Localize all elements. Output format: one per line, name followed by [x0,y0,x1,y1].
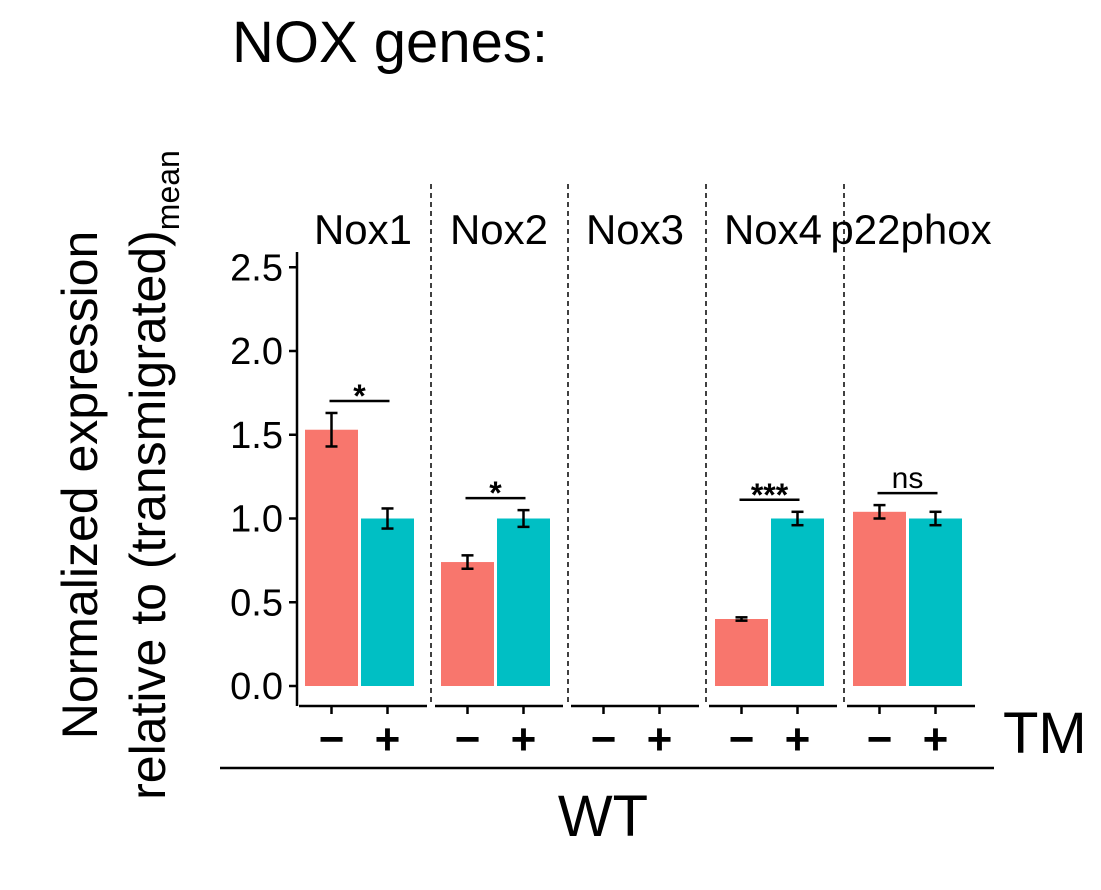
bar [771,518,824,686]
bar [305,429,358,686]
panel-label: Nox4 [724,206,822,253]
y-tick-label: 1.0 [230,499,283,541]
x-tick-label: − [455,715,481,764]
significance-label: * [353,378,366,414]
y-tick-label: 0.0 [230,666,283,708]
panel-label: p22phox [830,206,991,253]
bar [441,562,494,686]
x-tick-label: + [511,715,537,764]
x-axis-title-tm: TM [1003,701,1087,766]
y-axis-title-subscript: mean [150,150,186,230]
y-axis-title-line2: relative to (transmigrated)mean [120,150,186,800]
significance-label: ns [892,462,924,495]
bar [853,511,906,686]
y-axis-title: Normalized expression relative to (trans… [52,150,186,800]
y-tick-label: 2.5 [230,247,283,289]
x-tick-label: + [375,715,401,764]
y-tick-label: 1.5 [230,415,283,457]
significance-label: *** [751,477,789,513]
x-tick-label: − [729,715,755,764]
y-tick-label: 2.0 [230,331,283,373]
panel-label: Nox1 [314,206,412,253]
y-tick-label: 0.5 [230,582,283,624]
panel-label: Nox3 [586,206,684,253]
x-tick-label: − [867,715,893,764]
bar [497,518,550,686]
x-tick-label: + [785,715,811,764]
x-tick-label: + [647,715,673,764]
x-tick-label: − [591,715,617,764]
x-tick-label: − [319,715,345,764]
bar [715,619,768,686]
y-axis-title-line1: Normalized expression [52,231,108,740]
chart-title: NOX genes: [232,10,548,75]
group-label-wt: WT [558,784,648,849]
panel-label: Nox2 [450,206,548,253]
bar [361,518,414,686]
y-axis-title-line2-main: relative to (transmigrated) [120,230,176,800]
bar [909,518,962,686]
significance-label: * [489,475,502,511]
x-tick-label: + [923,715,949,764]
